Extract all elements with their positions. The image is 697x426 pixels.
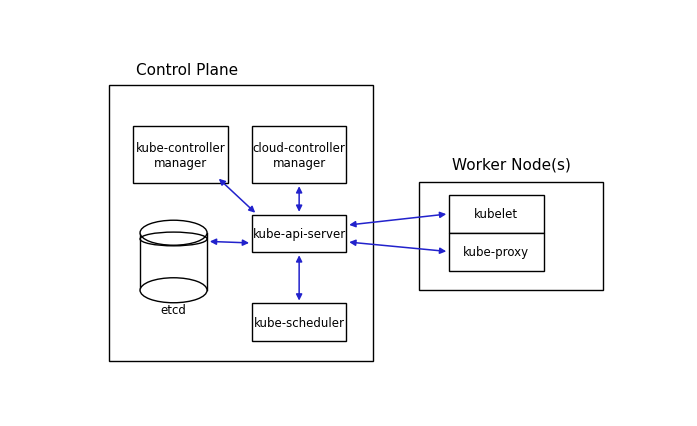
FancyBboxPatch shape — [109, 86, 374, 361]
FancyArrowPatch shape — [220, 181, 254, 212]
FancyBboxPatch shape — [252, 127, 346, 184]
Ellipse shape — [140, 278, 207, 303]
FancyArrowPatch shape — [297, 188, 302, 210]
FancyBboxPatch shape — [133, 127, 227, 184]
FancyArrowPatch shape — [351, 241, 445, 253]
FancyBboxPatch shape — [449, 233, 544, 271]
FancyBboxPatch shape — [420, 182, 603, 291]
FancyArrowPatch shape — [211, 240, 247, 245]
FancyBboxPatch shape — [449, 196, 544, 233]
FancyArrowPatch shape — [351, 213, 445, 227]
Text: kubelet: kubelet — [474, 208, 519, 221]
Bar — [140, 233, 207, 291]
Text: etcd: etcd — [160, 304, 187, 317]
Text: cloud-controller
manager: cloud-controller manager — [253, 141, 346, 169]
Text: kube-proxy: kube-proxy — [464, 245, 529, 259]
Ellipse shape — [140, 221, 207, 246]
FancyBboxPatch shape — [252, 215, 346, 253]
Text: kube-scheduler: kube-scheduler — [254, 316, 344, 329]
Text: kube-controller
manager: kube-controller manager — [135, 141, 225, 169]
Text: Worker Node(s): Worker Node(s) — [452, 158, 571, 173]
Text: Control Plane: Control Plane — [136, 62, 238, 78]
Text: kube-api-server: kube-api-server — [252, 227, 346, 240]
FancyArrowPatch shape — [297, 257, 302, 299]
FancyBboxPatch shape — [252, 304, 346, 341]
